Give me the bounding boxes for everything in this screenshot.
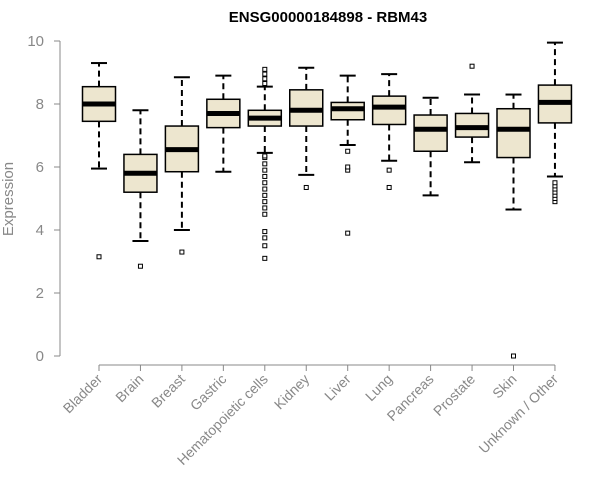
outlier-point xyxy=(96,254,102,260)
outlier-point xyxy=(262,205,268,211)
outlier-point xyxy=(262,229,268,235)
box-pancreas xyxy=(413,96,448,197)
outlier-point xyxy=(262,192,268,198)
outlier-point xyxy=(262,71,268,77)
outlier-point xyxy=(262,153,268,159)
box-breast xyxy=(164,76,200,255)
y-tick-label: 4 xyxy=(36,222,44,239)
box-lung xyxy=(371,73,407,190)
box-iqr xyxy=(496,107,531,159)
outlier-point xyxy=(262,161,268,167)
outlier-point xyxy=(262,186,268,192)
x-tick-label: Bladder xyxy=(60,371,106,417)
outlier-point xyxy=(262,66,268,72)
box-prostate xyxy=(454,63,490,164)
outlier-point xyxy=(511,353,516,359)
boxes xyxy=(81,41,573,359)
x-tick-label: Lung xyxy=(362,371,395,404)
outlier-point xyxy=(386,184,392,190)
outlier-point xyxy=(345,164,351,170)
x-tick-label: Brain xyxy=(112,371,146,405)
outlier-point xyxy=(262,76,268,82)
box-iqr xyxy=(413,114,448,152)
outlier-point xyxy=(137,263,143,269)
outlier-point xyxy=(262,180,268,186)
y-tick-label: 8 xyxy=(36,96,44,113)
box-bladder xyxy=(81,62,117,260)
x-tick-label: Kidney xyxy=(271,371,313,413)
box-brain xyxy=(123,109,158,269)
x-tick-label: Breast xyxy=(148,371,188,411)
outlier-point xyxy=(262,199,268,205)
box-unknown-other xyxy=(537,41,573,205)
x-tick-label: Prostate xyxy=(430,371,478,419)
y-axis: 0 2 4 6 8 10 xyxy=(27,33,61,365)
box-hematopoietic-cells xyxy=(247,66,283,261)
outlier-point xyxy=(345,230,351,236)
outlier-point xyxy=(552,180,558,186)
outlier-point xyxy=(262,243,268,249)
y-tick-label: 6 xyxy=(36,159,44,176)
outlier-point xyxy=(345,148,351,154)
box-liver xyxy=(330,74,365,236)
outlier-point xyxy=(262,167,268,173)
box-gastric xyxy=(206,74,241,173)
outlier-point xyxy=(179,249,185,255)
outlier-point xyxy=(262,255,268,261)
chart-title: ENSG00000184898 - RBM43 xyxy=(229,9,427,26)
x-tick-label: Skin xyxy=(489,371,520,402)
x-tick-label: Liver xyxy=(321,371,354,404)
box-iqr xyxy=(371,95,407,126)
x-tick-label: Unknown / Other xyxy=(475,371,561,457)
outlier-point xyxy=(262,81,268,87)
outlier-point xyxy=(469,63,475,69)
y-tick-label: 2 xyxy=(36,285,44,302)
outlier-point xyxy=(262,211,268,217)
outlier-point xyxy=(262,173,268,179)
y-tick-label: 0 xyxy=(36,348,44,365)
y-tick-label: 10 xyxy=(27,33,44,50)
outlier-point xyxy=(303,184,309,190)
outlier-point xyxy=(262,235,268,241)
box-kidney xyxy=(289,66,324,190)
outlier-point xyxy=(386,167,392,173)
y-axis-label: Expression xyxy=(0,162,17,236)
box-skin xyxy=(496,93,531,359)
